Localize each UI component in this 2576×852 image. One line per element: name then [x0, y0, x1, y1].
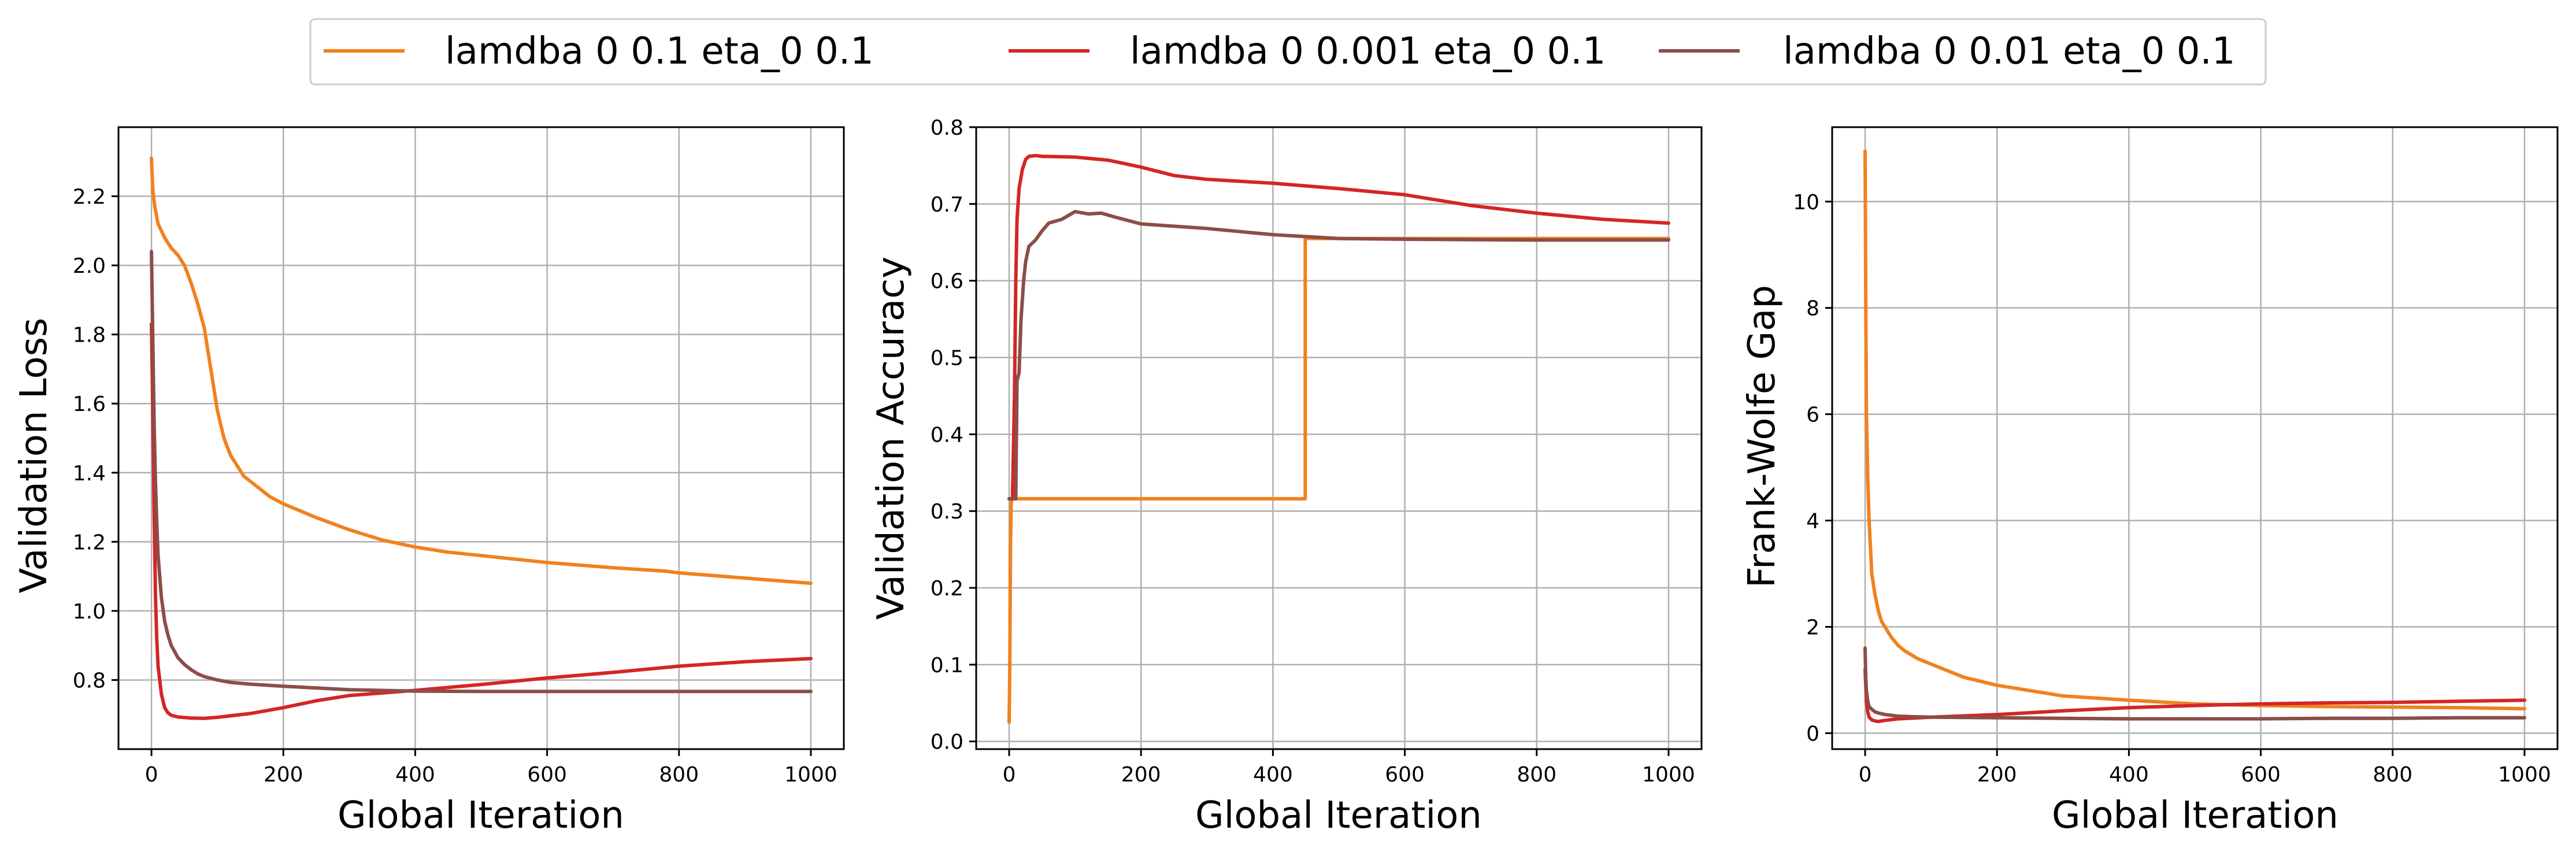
- panel-1-ytick-label: 1.4: [73, 462, 106, 486]
- legend-entry-2: lamdba 0 0.001 eta_0 0.1: [1009, 30, 1606, 73]
- legend-label-3: lamdba 0 0.01 eta_0 0.1: [1783, 30, 2236, 73]
- panel-1-ylabel: Validation Loss: [13, 318, 55, 594]
- panel-2-ytick-label: 0.2: [931, 577, 963, 601]
- panel-2-ylabel: Validation Accuracy: [870, 257, 913, 620]
- panel-1-ytick-label: 1.6: [73, 392, 106, 416]
- panel-1-xtick-label: 800: [659, 763, 699, 787]
- panel-2-xtick-label: 800: [1517, 763, 1556, 787]
- panel-2-xtick-label: 200: [1121, 763, 1161, 787]
- panel-2-series-line-2: [1007, 154, 1670, 501]
- panel-3-xtick-label: 200: [1977, 763, 2017, 787]
- panel-1-ytick-label: 2.2: [73, 186, 106, 209]
- panel-frank-wolfe-gap: Frank-Wolfe Gap Global Iteration 0 200 400…: [1741, 126, 2559, 837]
- legend-label-1: lamdba 0 0.1 eta_0 0.1: [445, 30, 874, 73]
- panel-validation-loss: Validation Loss Global Iteration 0 200 400…: [13, 126, 845, 837]
- panel-3-axes-frame: [1831, 126, 2559, 750]
- panel-2-xlabel: Global Iteration: [1195, 794, 1482, 837]
- panel-2-ytick-label: 0.7: [931, 193, 963, 217]
- panel-2-xtick-label: 400: [1253, 763, 1293, 787]
- panel-3-xtick-label: 1000: [2498, 763, 2551, 787]
- panel-2-ytick-label: 0.4: [931, 423, 963, 447]
- panel-validation-accuracy: Validation Accuracy Global Iteration 0 20…: [870, 116, 1703, 837]
- panel-3-ylabel: Frank-Wolfe Gap: [1741, 285, 1784, 588]
- panel-3-ytick-label: 10: [1793, 191, 1819, 214]
- panel-1-series: [150, 156, 813, 720]
- panel-1-ytick-label: 1.0: [73, 600, 106, 624]
- panel-1-ytick-label: 1.2: [73, 531, 106, 554]
- panel-2-ytick-label: 0.8: [931, 116, 963, 140]
- panel-2-ytick-label: 0.3: [931, 500, 963, 524]
- panel-3-ytick-label: 6: [1806, 403, 1819, 427]
- panel-2-ytick-label: 0.6: [931, 270, 963, 294]
- panel-3-grid: [1832, 127, 2558, 749]
- panel-1-series-line-3: [150, 250, 813, 694]
- panel-3-ytick-label: 8: [1806, 297, 1819, 321]
- panel-1-ytick-label: 0.8: [73, 669, 106, 692]
- panel-2-xtick-label: 600: [1385, 763, 1425, 787]
- legend-label-2: lamdba 0 0.001 eta_0 0.1: [1130, 30, 1606, 73]
- panel-1-xtick-label: 1000: [784, 763, 837, 787]
- panel-1-xtick-label: 200: [264, 763, 303, 787]
- legend: lamdba 0 0.1 eta_0 0.1 lamdba 0 0.001 et…: [309, 18, 2267, 86]
- panel-1-xtick-label: 0: [145, 763, 158, 787]
- panel-2-ytick-label: 0.1: [931, 654, 963, 677]
- panel-1-ytick-label: 2.0: [73, 254, 106, 278]
- panel-3-xtick-label: 800: [2373, 763, 2412, 787]
- panel-3-xtick-label: 400: [2109, 763, 2149, 787]
- panel-1-xtick-label: 600: [527, 763, 567, 787]
- panel-1-ytick-label: 1.8: [73, 324, 106, 347]
- panel-2-axes-frame: [975, 126, 1703, 750]
- panel-3-ytick-label: 0: [1806, 722, 1819, 746]
- panel-1-xtick-label: 400: [395, 763, 435, 787]
- panel-1-series-line-2: [150, 322, 813, 720]
- panel-2-ytick-label: 0.5: [931, 347, 963, 371]
- panel-3-xlabel: Global Iteration: [2052, 794, 2338, 837]
- legend-entry-3: lamdba 0 0.01 eta_0 0.1: [1659, 30, 2236, 73]
- panel-3-series: [1863, 149, 2526, 724]
- panel-2-ytick-label: 0.0: [931, 731, 963, 754]
- panel-2-series: [1007, 154, 1670, 724]
- panel-2-xtick-label: 0: [1003, 763, 1016, 787]
- panel-1-axes-frame: [117, 126, 845, 750]
- panel-3-series-line-3: [1863, 646, 2526, 721]
- panel-2-xtick-label: 1000: [1642, 763, 1695, 787]
- panel-1-xlabel: Global Iteration: [338, 794, 624, 837]
- panel-1-series-line-1: [150, 156, 813, 586]
- panel-3-ytick-label: 2: [1806, 616, 1819, 639]
- panel-3-xtick-label: 600: [2241, 763, 2281, 787]
- legend-frame: [309, 18, 2267, 86]
- panel-3-xtick-label: 0: [1859, 763, 1872, 787]
- panel-3-ytick-label: 4: [1806, 510, 1819, 534]
- legend-entry-1: lamdba 0 0.1 eta_0 0.1: [324, 30, 874, 73]
- panel-2-series-line-3: [1007, 210, 1670, 501]
- panel-1-grid: [118, 127, 844, 749]
